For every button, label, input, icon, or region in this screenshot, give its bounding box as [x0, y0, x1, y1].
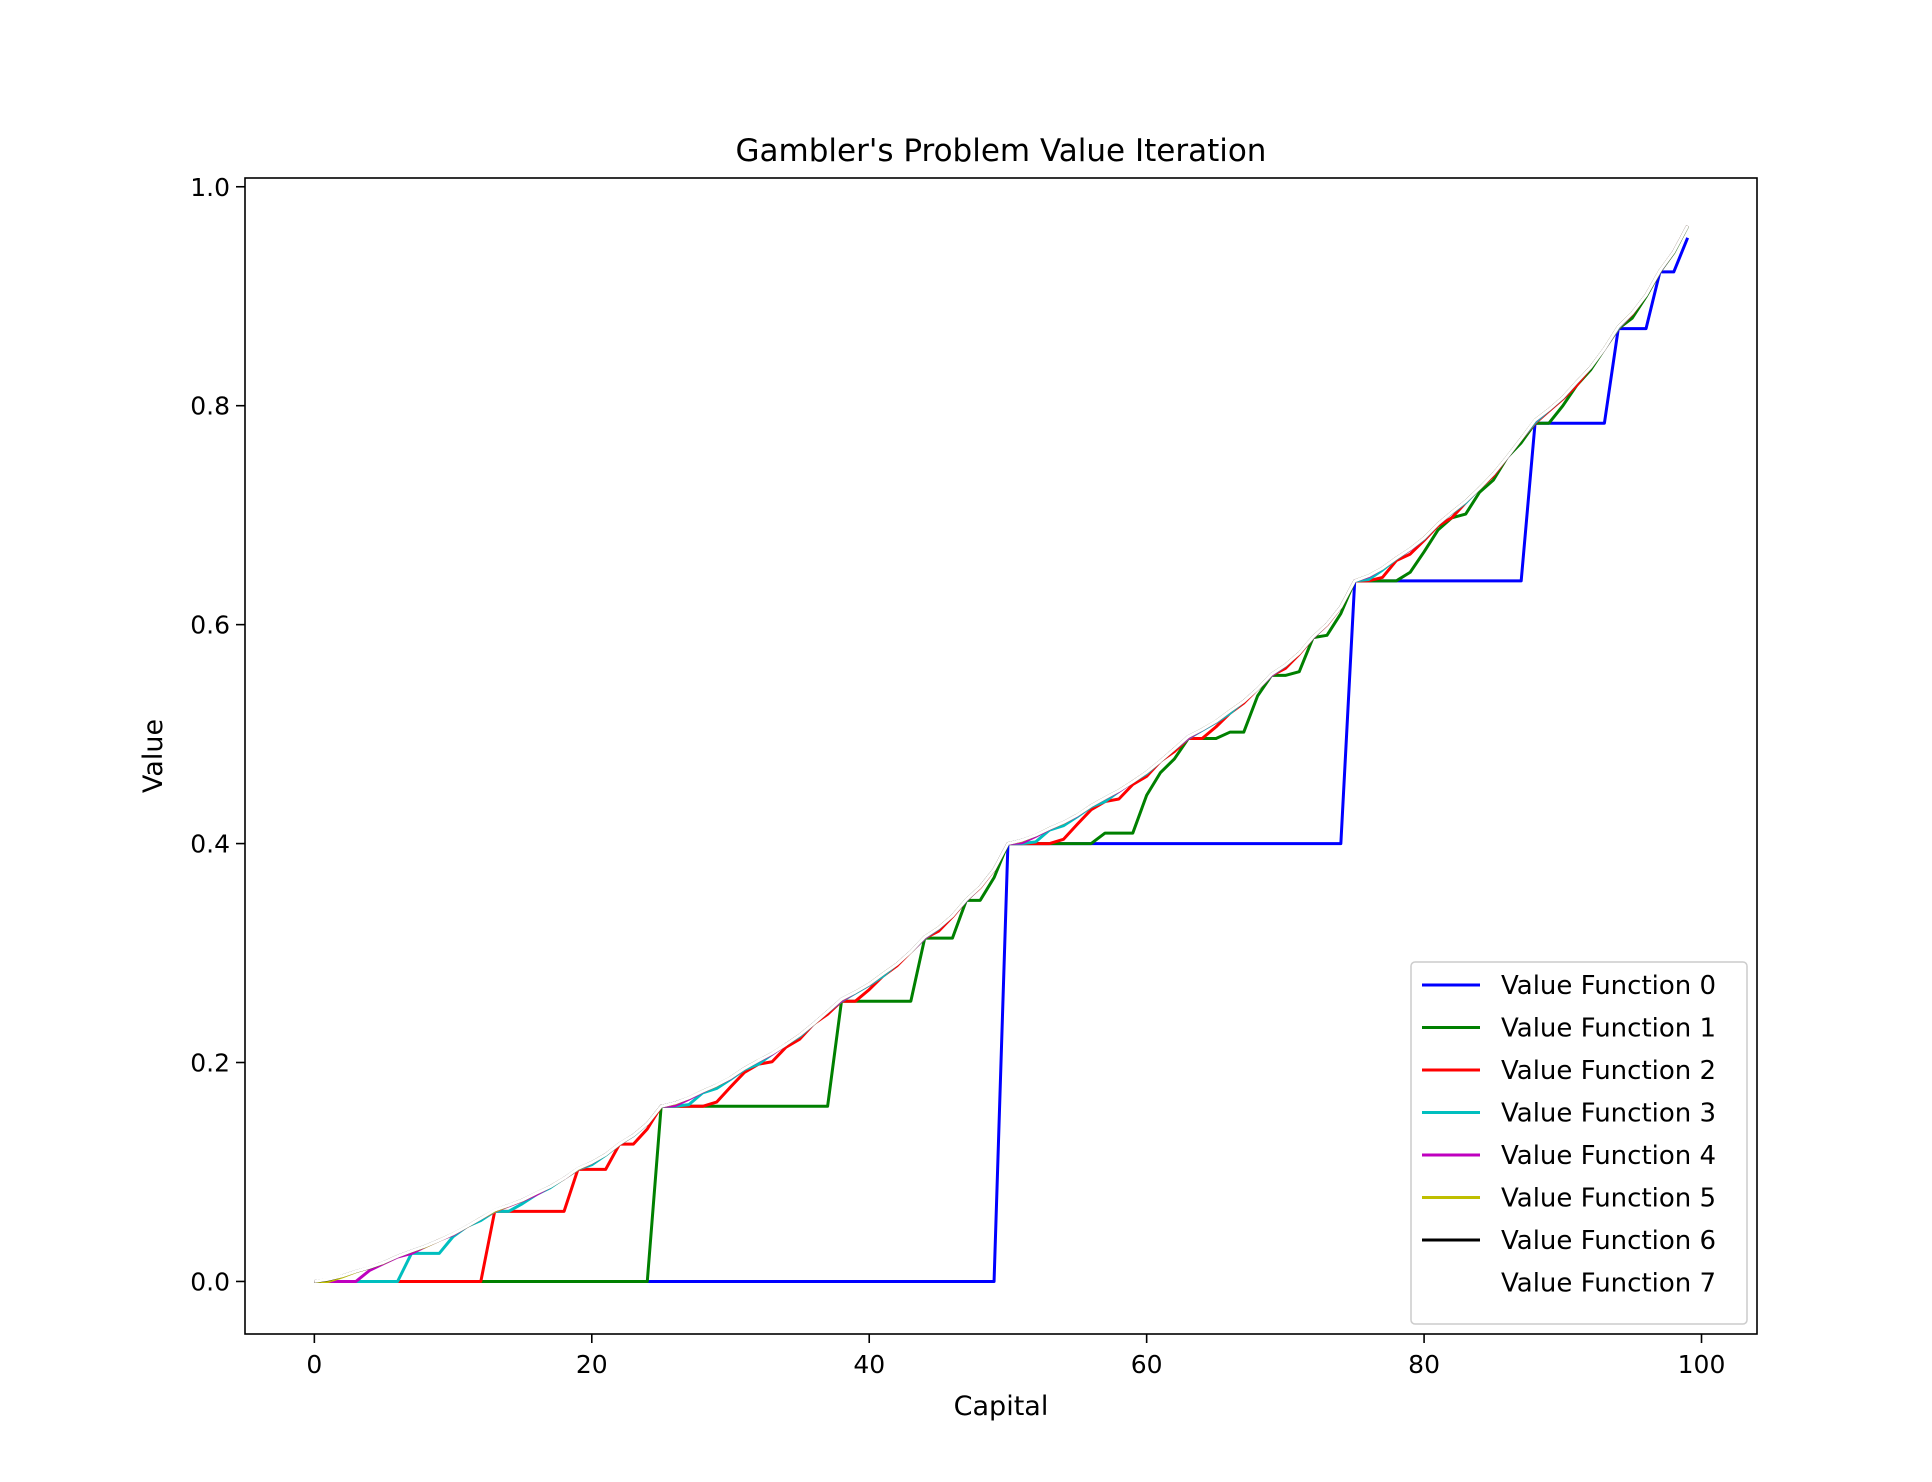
x-tick-label: 20	[576, 1350, 608, 1379]
legend-label-1: Value Function 1	[1501, 1014, 1716, 1044]
legend-box	[1410, 961, 1748, 1325]
chart-title: Gambler's Problem Value Iteration	[736, 133, 1267, 169]
legend-label-6: Value Function 6	[1501, 1226, 1716, 1256]
legend-label-4: Value Function 4	[1501, 1141, 1716, 1171]
x-tick-label: 40	[853, 1350, 885, 1379]
legend-label-2: Value Function 2	[1501, 1056, 1716, 1086]
ticks-layer: 0 20 40 60 80 100 0.0 0.2 0.4 0.6 0.8 1.0	[190, 173, 1725, 1379]
y-tick-label: 0.2	[190, 1049, 230, 1078]
legend: Value Function 0 Value Function 1 Value Fu…	[1410, 961, 1748, 1325]
x-tick-label: 100	[1678, 1350, 1726, 1379]
series-line-1	[314, 225, 1689, 1283]
legend-label-0: Value Function 0	[1501, 971, 1716, 1001]
x-tick-label: 60	[1131, 1350, 1163, 1379]
y-tick-label: 0.8	[190, 392, 230, 421]
x-tick-label: 0	[306, 1350, 322, 1379]
x-tick-label: 80	[1408, 1350, 1440, 1379]
series-line-7	[314, 225, 1689, 1283]
y-tick-label: 0.6	[190, 611, 230, 640]
y-tick-label: 0.4	[190, 830, 230, 859]
x-axis-label: Capital	[954, 1391, 1049, 1422]
legend-label-5: Value Function 5	[1501, 1184, 1716, 1214]
series-layer	[314, 225, 1690, 1283]
y-tick-label: 1.0	[190, 173, 230, 202]
plot-frame	[244, 177, 1758, 1335]
legend-label-3: Value Function 3	[1501, 1099, 1716, 1129]
legend-label-7: Value Function 7	[1501, 1269, 1716, 1299]
y-tick-label: 0.0	[190, 1267, 230, 1296]
y-axis-label: Value	[138, 719, 169, 793]
